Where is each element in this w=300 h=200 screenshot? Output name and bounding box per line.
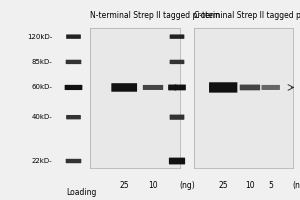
Text: 22kD-: 22kD- <box>32 158 52 164</box>
FancyBboxPatch shape <box>111 83 137 92</box>
Text: Loading: Loading <box>66 188 96 197</box>
Text: (ng): (ng) <box>292 181 300 190</box>
Text: 60kD-: 60kD- <box>32 84 52 90</box>
Text: C-terminal Strep II tagged protein: C-terminal Strep II tagged protein <box>194 11 300 20</box>
Text: 25: 25 <box>218 181 228 190</box>
Text: N-terminal Strep II tagged protein: N-terminal Strep II tagged protein <box>90 11 220 20</box>
Text: 40kD-: 40kD- <box>32 114 52 120</box>
FancyBboxPatch shape <box>209 82 237 93</box>
Text: 5: 5 <box>268 181 273 190</box>
Text: 25: 25 <box>119 181 129 190</box>
FancyBboxPatch shape <box>240 85 260 90</box>
Text: (ng): (ng) <box>179 181 195 190</box>
Text: 10: 10 <box>245 181 255 190</box>
FancyBboxPatch shape <box>262 85 280 90</box>
Text: 10: 10 <box>148 181 158 190</box>
Text: 85kD-: 85kD- <box>32 59 52 65</box>
Text: 120kD-: 120kD- <box>27 34 52 40</box>
FancyBboxPatch shape <box>143 85 163 90</box>
